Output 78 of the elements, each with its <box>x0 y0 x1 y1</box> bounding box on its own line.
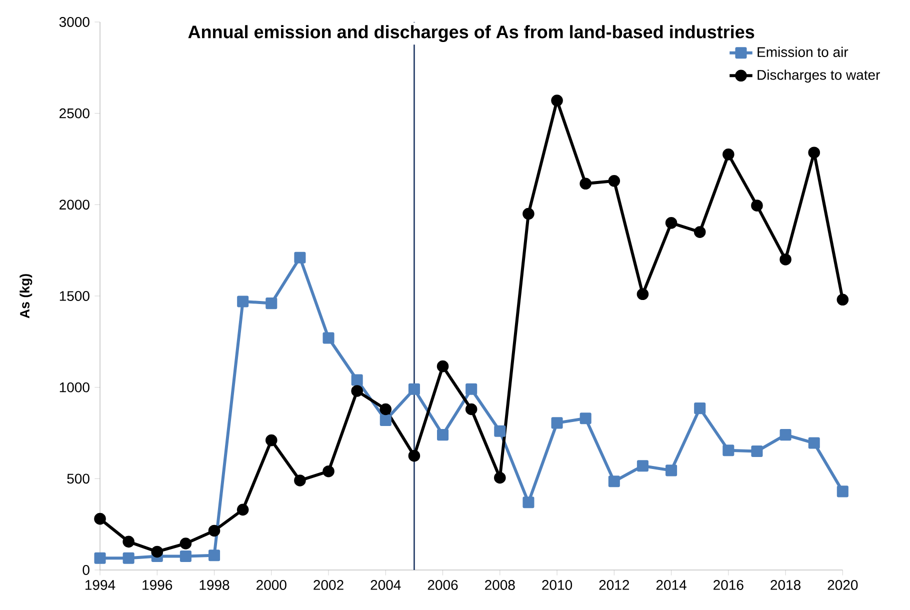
point <box>751 445 763 458</box>
point <box>465 403 478 416</box>
point <box>665 217 678 229</box>
point <box>580 178 592 190</box>
point <box>236 504 249 516</box>
point <box>551 417 563 429</box>
point <box>322 465 334 478</box>
point <box>808 146 820 158</box>
x-tick-label: 2004 <box>370 580 401 590</box>
x-tick-label: 1994 <box>86 580 116 590</box>
point <box>494 472 506 484</box>
point <box>237 296 249 308</box>
point <box>265 434 278 446</box>
point <box>522 208 534 220</box>
legend-label: Emission to air <box>758 46 848 58</box>
point <box>380 403 392 416</box>
point <box>666 464 678 476</box>
point <box>636 288 649 300</box>
point <box>751 200 763 212</box>
point <box>266 298 278 310</box>
point <box>580 412 592 424</box>
point <box>94 552 106 564</box>
x-tick-label: 2006 <box>428 580 458 590</box>
x-tick-label: 2020 <box>828 580 858 590</box>
y-axis-title: As (kg) <box>20 274 32 318</box>
point <box>180 550 192 562</box>
point <box>437 429 449 441</box>
point <box>780 429 792 441</box>
point <box>208 550 220 562</box>
point <box>836 294 849 306</box>
y-tick-label: 500 <box>67 474 90 484</box>
point <box>551 94 563 106</box>
point <box>294 252 306 264</box>
x-tick-label: 2016 <box>714 580 744 590</box>
point <box>722 148 734 160</box>
point <box>466 383 478 395</box>
point <box>122 536 134 548</box>
x-tick-label: 2008 <box>485 580 515 590</box>
point <box>494 425 506 437</box>
point <box>780 254 792 266</box>
point <box>151 546 164 558</box>
legend-label: Discharges to water <box>758 70 880 83</box>
x-tick-label: 2010 <box>542 580 572 590</box>
x-tick-label: 2012 <box>599 580 630 590</box>
x-tick-label: 2018 <box>770 580 800 590</box>
point <box>408 450 420 462</box>
point <box>208 524 220 537</box>
y-tick-label: 1000 <box>60 382 90 392</box>
point <box>122 552 134 564</box>
point <box>608 476 620 488</box>
chart-title: Annual emission and discharges of As from land-based industries <box>188 25 754 42</box>
point <box>836 486 848 498</box>
x-tick-label: 1996 <box>142 580 172 590</box>
y-tick-label: 0 <box>82 565 90 575</box>
point <box>94 512 106 525</box>
point <box>322 332 334 344</box>
point <box>294 474 306 486</box>
point <box>522 496 534 508</box>
x-tick-label: 2014 <box>656 580 686 590</box>
point <box>636 460 648 472</box>
y-tick-label: 2500 <box>60 108 90 118</box>
point <box>722 444 734 456</box>
x-tick-label: 2002 <box>314 580 344 590</box>
point <box>408 383 420 395</box>
point <box>180 538 192 550</box>
y-tick-label: 2000 <box>60 200 90 210</box>
point <box>694 226 706 238</box>
point <box>351 374 363 386</box>
point <box>808 437 820 449</box>
point <box>351 385 363 397</box>
x-tick-label: 1998 <box>200 580 230 590</box>
point <box>380 414 392 426</box>
point <box>436 360 449 372</box>
point <box>608 175 620 187</box>
x-tick-label: 2000 <box>256 580 286 590</box>
y-tick-label: 1500 <box>60 291 90 301</box>
point <box>694 402 706 414</box>
y-tick-label: 3000 <box>59 17 90 27</box>
